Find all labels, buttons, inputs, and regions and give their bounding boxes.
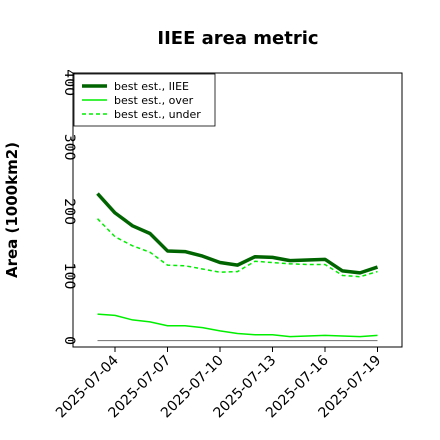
y-tick-label: 300 (61, 134, 77, 161)
y-tick-label: 400 (61, 69, 77, 96)
series-line-2 (96, 218, 378, 278)
series-line-0 (96, 192, 379, 275)
legend-label-1: best est., over (114, 94, 194, 107)
chart-title: IIEE area metric (157, 28, 318, 49)
y-axis-label: Area (1000km2) (3, 142, 21, 278)
y-tick-label: 100 (61, 263, 77, 290)
y-tick-label: 0 (61, 336, 77, 345)
legend-label-2: best est., under (114, 108, 201, 121)
legend-label-0: best est., IIEE (114, 80, 189, 93)
plot-frame (72, 72, 403, 348)
y-tick-label: 200 (61, 198, 77, 225)
series-line-1 (97, 313, 378, 338)
